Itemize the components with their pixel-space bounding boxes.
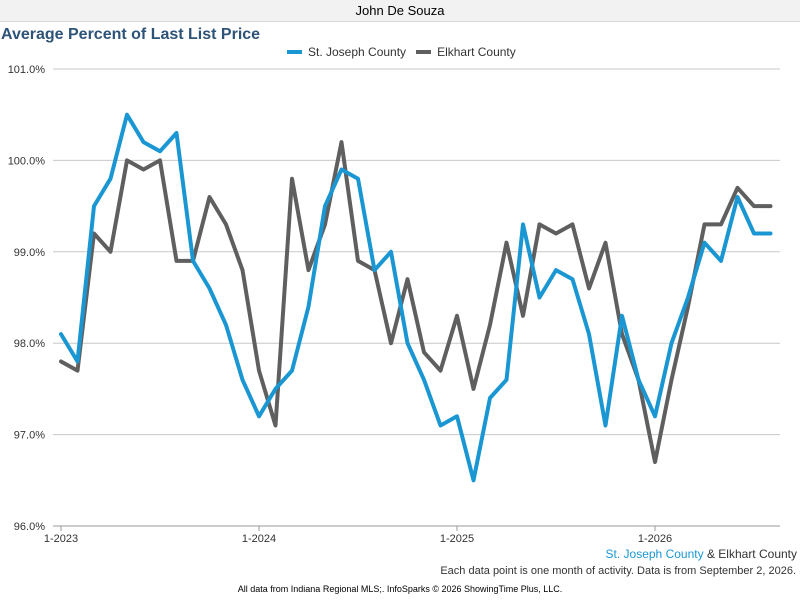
legend-label-elkhart: Elkhart County [437,45,516,59]
footer-credit: All data from Indiana Regional MLS;. Inf… [237,584,563,594]
y-tick-label: 100.0% [8,155,46,167]
y-tick-label: 99.0% [14,247,45,259]
series-caption: St. Joseph County & Elkhart County [606,547,797,561]
caption-joiner: & [706,547,715,561]
legend-item-st-joseph: St. Joseph County [287,45,406,59]
y-tick-label: 96.0% [14,521,45,533]
chart-title: Average Percent of Last List Price [1,26,261,43]
x-tick-label: 1-2026 [638,533,672,545]
caption-series-st-joseph: St. Joseph County [605,547,704,561]
legend-label-st-joseph: St. Joseph County [308,45,407,59]
x-tick-label: 1-2025 [440,533,474,545]
x-tick-label: 1-2023 [44,533,78,545]
series-line-st-joseph [59,112,773,483]
caption-series-elkhart: Elkhart County [718,547,797,561]
y-tick-label: 101.0% [8,64,46,76]
y-tick-label: 97.0% [14,430,45,442]
legend-swatch-elkhart [416,50,432,54]
series-line-elkhart [59,140,773,464]
agent-name: John De Souza [355,3,445,18]
x-tick-label: 1-2024 [242,533,276,545]
data-note: Each data point is one month of activity… [440,565,796,577]
y-tick-label: 98.0% [14,338,45,350]
agent-name-bar: John De Souza [0,0,800,22]
legend-swatch-st-joseph [287,50,302,54]
legend-item-elkhart: Elkhart County [416,45,516,59]
chart-legend: St. Joseph County Elkhart County [287,45,526,59]
